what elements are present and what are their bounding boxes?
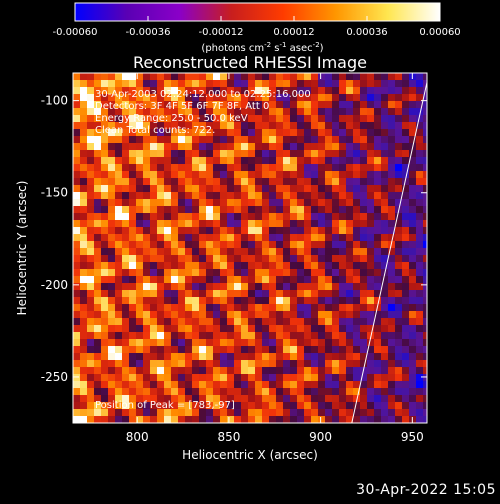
colorbar-ticks: -0.00060 -0.00036 -0.00012 0.00012 0.00036 0.… [53,16,461,38]
colorbar-tick-label: 0.00060 [419,27,460,38]
x-axis-ticks: 800 850 900 950 [126,73,424,444]
colorbar-tick-label: 0.00012 [273,27,314,38]
colorbar-tick-label: 0.00036 [346,27,387,38]
colorbar-tick-label: -0.00012 [199,27,244,38]
y-tick-label: -200 [41,278,68,292]
annotation-line: Detectors: 3F 4F 5F 6F 7F 8F, Att 0 [95,101,269,112]
colorbar-tick-label: -0.00036 [126,27,171,38]
colorbar-tick-label: -0.00060 [53,27,98,38]
info-annotations: 30-Apr-2003 02:24:12.000 to 02:25:16.000… [95,89,311,136]
annotation-line: Energy Range: 25.0 - 50.0 keV [95,113,248,124]
x-tick-label: 800 [126,430,149,444]
y-tick-label: -150 [41,186,68,200]
y-axis-label: Heliocentric Y (arcsec) [15,181,29,316]
solar-limb-line [351,82,427,423]
timestamp: 30-Apr-2022 15:05 [356,482,496,498]
y-tick-label: -100 [41,94,68,108]
y-tick-label: -250 [41,370,68,384]
heatmap-image [73,73,427,423]
x-tick-label: 850 [217,430,240,444]
x-tick-label: 950 [401,430,424,444]
chart-title: Reconstructed RHESSI Image [133,53,367,72]
annotation-line: 30-Apr-2003 02:24:12.000 to 02:25:16.000 [95,89,311,100]
annotation-line: Clean Total counts: 722. [95,125,215,136]
peak-position-label: Position of Peak = [783,-97] [95,400,235,411]
x-tick-label: 900 [309,430,332,444]
y-axis-ticks: -100 -150 -200 -250 [41,94,427,384]
colorbar [74,2,441,22]
x-axis-label: Heliocentric X (arcsec) [182,448,318,462]
plot-frame [72,72,428,424]
colorbar-unit-label: (photons cm-2 s-1 asec-2) [201,41,323,54]
